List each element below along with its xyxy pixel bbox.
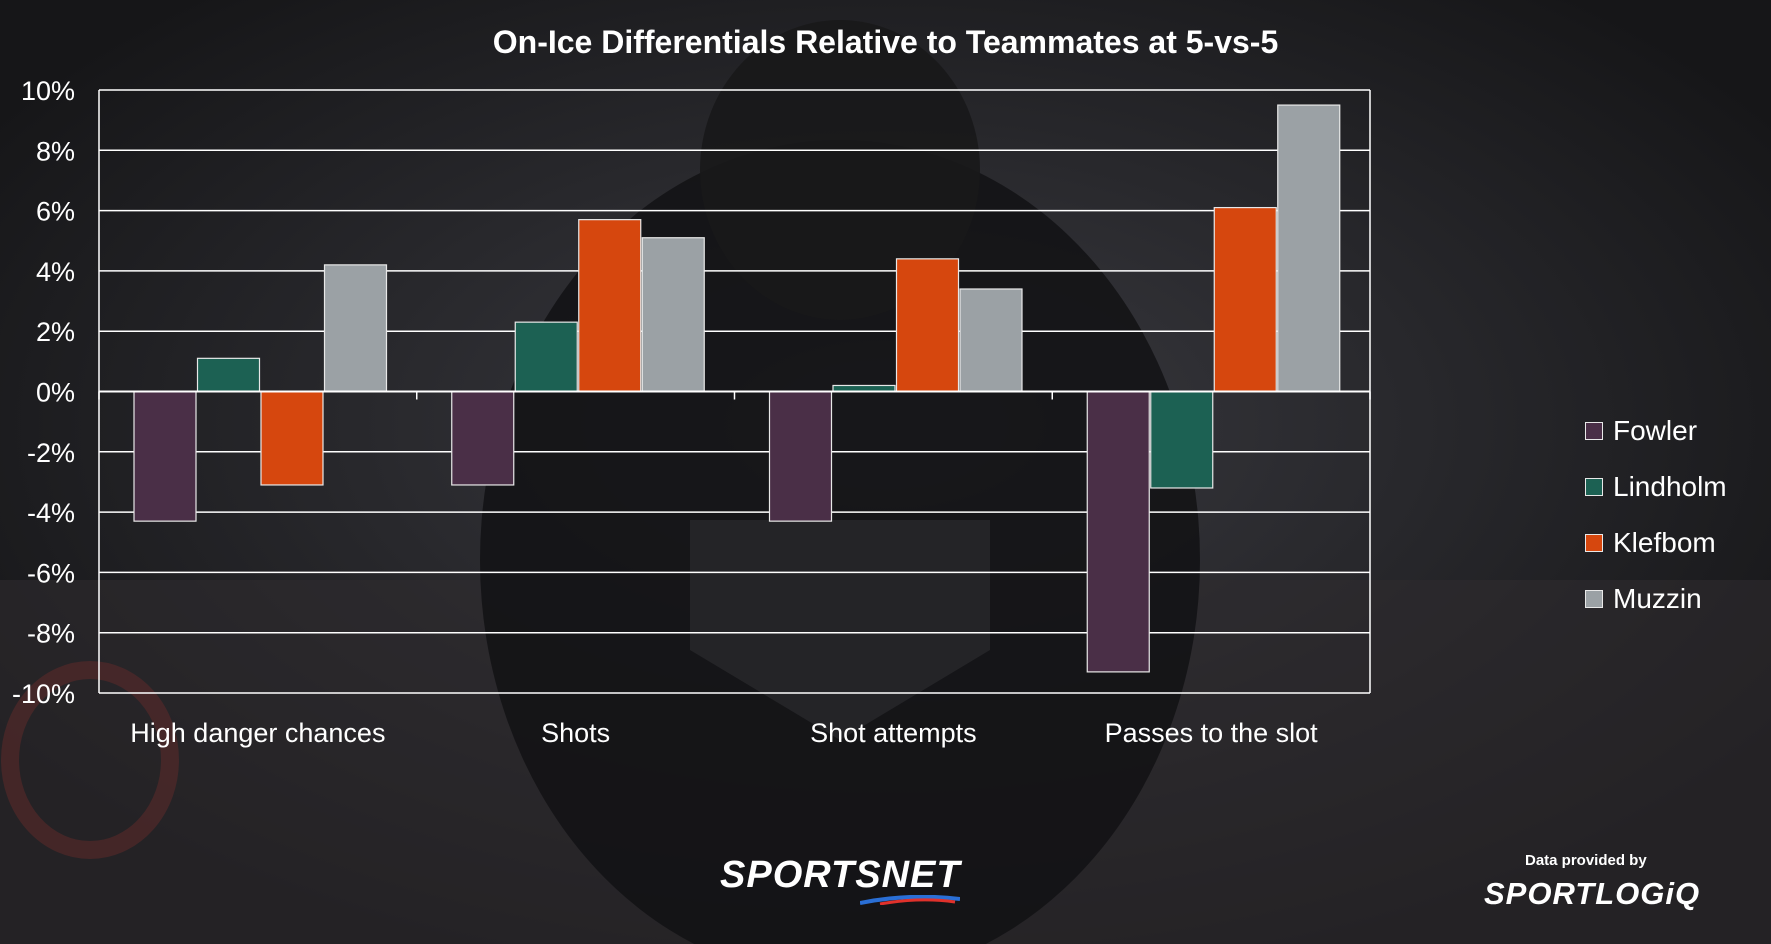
y-tick-label: 2% <box>36 317 75 347</box>
bar-lindholm <box>196 357 261 393</box>
legend-swatch-fowler <box>1585 422 1603 440</box>
bar-fowler <box>451 390 515 486</box>
legend-item-muzzin: Muzzin <box>1585 571 1727 627</box>
legend-swatch-muzzin <box>1585 590 1603 608</box>
legend-item-lindholm: Lindholm <box>1585 459 1727 515</box>
bar-muzzin <box>959 288 1023 393</box>
x-category-label: High danger chances <box>130 718 385 748</box>
chart-legend: Fowler Lindholm Klefbom Muzzin <box>1585 403 1727 627</box>
bar-klefbom <box>895 258 960 393</box>
x-category-label: Shots <box>541 718 610 748</box>
x-category-label: Shot attempts <box>810 718 977 748</box>
chart-title: On-Ice Differentials Relative to Teammat… <box>492 24 1279 60</box>
legend-item-klefbom: Klefbom <box>1585 515 1727 571</box>
legend-swatch-lindholm <box>1585 478 1603 496</box>
bar-fowler <box>133 390 197 522</box>
x-category-label: Passes to the slot <box>1105 718 1319 748</box>
y-tick-label: 6% <box>36 197 75 227</box>
bar-lindholm <box>514 321 578 393</box>
y-tick-label: -2% <box>27 438 75 468</box>
bar-lindholm <box>1150 390 1214 489</box>
bar-muzzin <box>1277 104 1341 393</box>
y-tick-label: -8% <box>27 619 75 649</box>
sportlogiq-logo: SPORTLOGiQ <box>1484 876 1701 911</box>
data-credit-label: Data provided by <box>1525 852 1647 869</box>
y-tick-label: 8% <box>36 136 75 166</box>
legend-label-fowler: Fowler <box>1613 415 1698 446</box>
y-tick-label: 0% <box>36 378 75 408</box>
legend-label-klefbom: Klefbom <box>1613 527 1716 558</box>
bar-klefbom <box>578 219 642 393</box>
bar-fowler <box>768 390 833 522</box>
bar-muzzin <box>323 264 388 393</box>
legend-label-lindholm: Lindholm <box>1613 471 1727 502</box>
legend-swatch-klefbom <box>1585 534 1603 552</box>
bar-klefbom <box>1213 206 1277 393</box>
y-tick-label: 10% <box>21 76 75 106</box>
y-tick-label: -6% <box>27 558 75 588</box>
legend-item-fowler: Fowler <box>1585 403 1727 459</box>
legend-label-muzzin: Muzzin <box>1613 583 1702 614</box>
bar-muzzin <box>641 237 705 393</box>
bar-fowler <box>1086 390 1150 673</box>
y-tick-label: -10% <box>12 679 75 709</box>
y-tick-label: -4% <box>27 498 75 528</box>
bar-klefbom <box>260 390 324 486</box>
y-tick-label: 4% <box>36 257 75 287</box>
sportsnet-logo: SPORTSNET <box>720 854 961 896</box>
sportsnet-swoosh-icon <box>860 895 960 905</box>
